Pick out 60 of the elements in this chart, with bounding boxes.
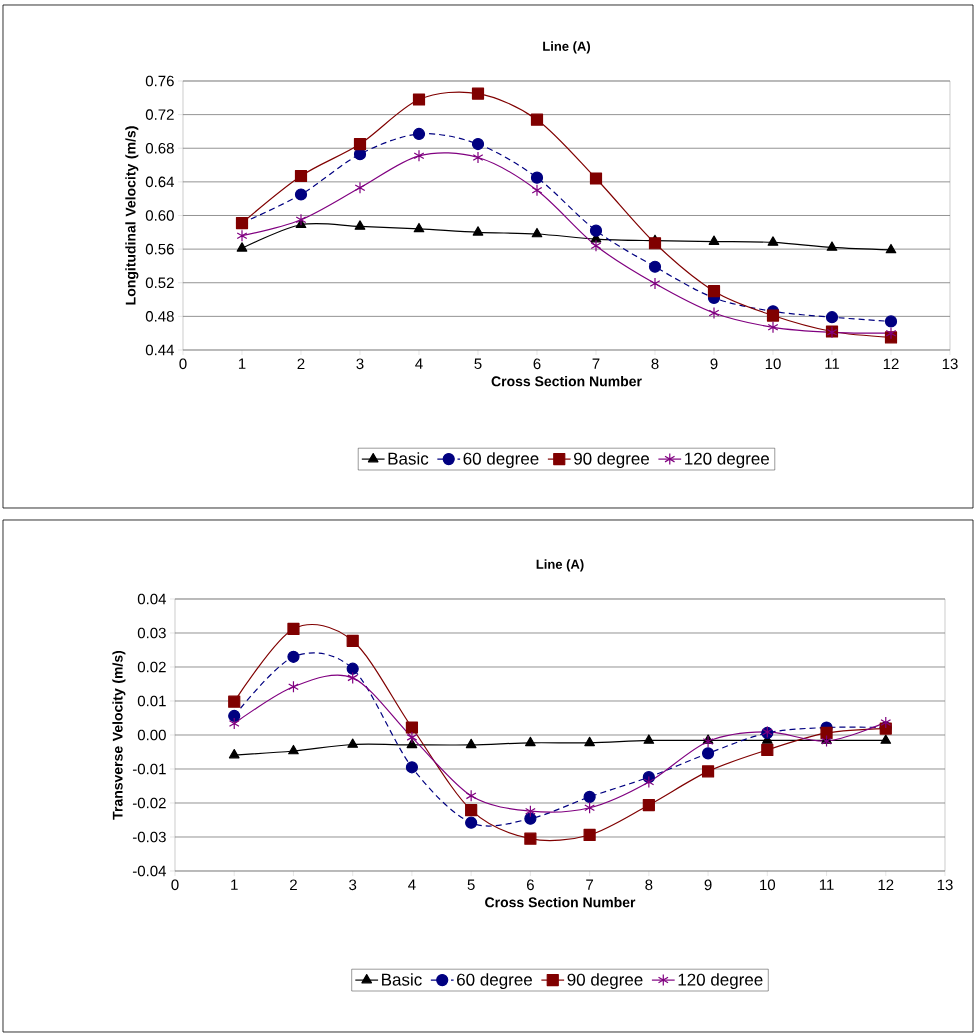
x-tick-label: 0 xyxy=(171,879,179,891)
x-tick-label: 1 xyxy=(231,879,238,890)
x-tick-label: 4 xyxy=(415,358,423,369)
x-axis-title: Cross Section Number xyxy=(485,897,636,908)
x-tick-label: 12 xyxy=(883,358,899,369)
y-tick-label: -0.04 xyxy=(132,865,167,877)
x-axis-title: Cross Section Number xyxy=(491,376,642,387)
legend-label: 120 degree xyxy=(685,452,769,469)
x-tick-label: 13 xyxy=(942,358,958,370)
x-tick-label: 5 xyxy=(467,879,475,890)
x-tick-label: 9 xyxy=(710,358,718,370)
y-tick-label: 0.76 xyxy=(145,75,174,87)
x-tick-label: 2 xyxy=(290,879,297,890)
y-tick-label: 0.01 xyxy=(137,695,166,707)
legend-label: 60 degree xyxy=(463,452,539,469)
y-tick-label: 0.04 xyxy=(137,593,167,605)
y-tick-label: -0.03 xyxy=(132,831,166,843)
x-tick-label: 8 xyxy=(645,879,653,891)
x-tick-label: 4 xyxy=(408,879,416,890)
y-tick-label: -0.01 xyxy=(132,763,166,775)
x-tick-label: 13 xyxy=(937,879,953,891)
y-tick-label: 0.60 xyxy=(145,210,174,221)
y-tick-label: 0.48 xyxy=(145,311,174,322)
x-tick-label: 6 xyxy=(526,879,534,891)
legend-label: 120 degree xyxy=(678,973,763,990)
y-tick-label: -0.02 xyxy=(132,797,166,809)
x-tick-label: 11 xyxy=(825,358,840,369)
x-tick-label: 3 xyxy=(356,358,364,370)
y-axis-title: Longitudinal Velocity (m/s) xyxy=(125,126,139,305)
legend-label: 90 degree xyxy=(574,452,650,469)
x-tick-label: 8 xyxy=(651,358,659,370)
y-tick-label: 0.52 xyxy=(145,277,174,289)
chart-title: Line (A) xyxy=(543,41,591,54)
x-tick-label: 0 xyxy=(179,358,187,370)
x-tick-label: 7 xyxy=(592,358,600,369)
y-axis-title: Transverse Velocity (m/s) xyxy=(112,650,126,820)
x-tick-label: 9 xyxy=(704,879,712,891)
legend-label: 60 degree xyxy=(457,973,532,990)
x-tick-label: 10 xyxy=(765,358,781,370)
y-tick-label: 0.68 xyxy=(145,142,174,154)
y-tick-label: 0.72 xyxy=(145,109,174,120)
x-tick-label: 3 xyxy=(349,879,357,891)
x-tick-label: 6 xyxy=(533,358,541,370)
y-tick-label: 0.44 xyxy=(145,344,175,356)
x-tick-label: 7 xyxy=(586,879,594,890)
y-tick-label: 0.64 xyxy=(145,176,175,188)
legend-label: Basic xyxy=(388,452,429,465)
y-tick-label: 0.00 xyxy=(137,729,166,741)
x-tick-label: 12 xyxy=(878,879,894,890)
x-tick-label: 10 xyxy=(760,879,776,891)
x-tick-label: 1 xyxy=(238,358,246,369)
x-tick-label: 11 xyxy=(819,879,834,890)
x-tick-label: 5 xyxy=(474,358,482,369)
legend-label: Basic xyxy=(382,973,422,986)
y-tick-label: 0.02 xyxy=(137,661,166,673)
y-tick-label: 0.03 xyxy=(137,627,166,639)
y-tick-label: 0.56 xyxy=(145,243,174,255)
legend-label: 90 degree xyxy=(567,973,643,990)
x-tick-label: 2 xyxy=(297,358,305,369)
chart-title: Line (A) xyxy=(536,559,584,572)
